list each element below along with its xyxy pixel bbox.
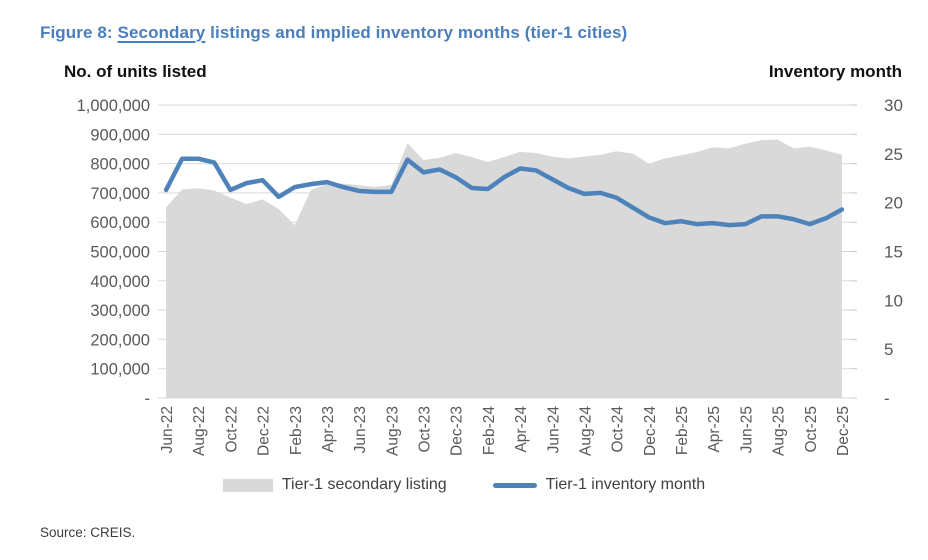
right-axis-tick-label: 20 [884, 194, 903, 213]
x-axis-label: Apr-24 [513, 406, 530, 453]
right-axis-tick-label: 15 [884, 243, 903, 262]
x-axis-label: Dec-24 [642, 406, 659, 456]
left-axis-tick-label: 300,000 [90, 302, 150, 320]
legend-label: Tier-1 inventory month [545, 476, 706, 493]
x-axis-label: Jun-24 [545, 406, 562, 454]
x-axis-label: Dec-23 [449, 406, 466, 456]
left-axis-tick-label: 800,000 [90, 156, 150, 174]
left-axis-tick-label: 100,000 [90, 361, 150, 379]
right-axis-tick-label: 5 [884, 340, 893, 359]
legend-label: Tier-1 secondary listing [281, 476, 447, 493]
figure-title-underlined: Secondary [117, 23, 206, 42]
right-axis-tick-label: - [884, 389, 890, 408]
left-axis-tick-label: - [145, 390, 151, 408]
left-axis-tick-label: 900,000 [90, 126, 150, 144]
source-note: Source: CREIS. [40, 525, 136, 540]
figure-title-prefix: Figure 8: [40, 23, 118, 42]
chart-legend: Tier-1 secondary listing Tier-1 inventor… [0, 476, 928, 494]
left-axis-tick-label: 500,000 [90, 244, 150, 262]
series-area-secondary-listing [166, 139, 842, 398]
right-axis-tick-label: 10 [884, 291, 903, 310]
line-swatch-icon [492, 482, 537, 488]
left-axis-tick-label: 700,000 [90, 185, 150, 203]
x-axis-label: Feb-23 [288, 406, 305, 455]
figure-title-rest: listings and implied inventory months (t… [205, 23, 628, 42]
x-axis-label: Oct-23 [417, 406, 434, 453]
x-axis-label: Feb-24 [481, 406, 498, 455]
x-axis-label: Aug-24 [577, 406, 594, 456]
legend-item-inventory-month: Tier-1 inventory month [492, 476, 706, 494]
left-axis-title: No. of units listed [64, 62, 207, 81]
x-axis-label: Apr-25 [706, 406, 723, 453]
figure-title: Figure 8: Secondary listings and implied… [40, 23, 627, 43]
legend-item-secondary-listing: Tier-1 secondary listing [222, 476, 447, 494]
x-axis-label: Jun-22 [159, 406, 176, 453]
right-axis-tick-label: 25 [884, 145, 903, 164]
x-axis-label: Oct-25 [803, 406, 820, 453]
x-axis-label: Oct-24 [610, 406, 627, 453]
x-axis-label: Dec-25 [835, 406, 852, 456]
x-axis-label: Apr-23 [320, 406, 337, 453]
right-axis-tick-label: 30 [884, 96, 903, 115]
left-axis-tick-label: 600,000 [90, 214, 150, 232]
left-axis-tick-label: 1,000,000 [77, 97, 150, 115]
x-axis-label: Aug-22 [191, 406, 208, 456]
x-axis-label: Jun-23 [352, 406, 369, 453]
x-axis-label: Jun-25 [738, 406, 755, 453]
x-axis-label: Aug-25 [771, 406, 788, 456]
left-axis-tick-label: 200,000 [90, 331, 150, 349]
x-axis-label: Feb-25 [674, 406, 691, 455]
right-axis-title: Inventory month [768, 62, 902, 81]
x-axis-label: Aug-23 [384, 406, 401, 456]
series-line-inventory-month [163, 156, 845, 228]
x-axis-label: Dec-22 [256, 406, 273, 456]
area-swatch-icon [222, 478, 273, 492]
x-axis-label: Oct-22 [223, 406, 240, 453]
left-axis-tick-label: 400,000 [90, 273, 150, 291]
